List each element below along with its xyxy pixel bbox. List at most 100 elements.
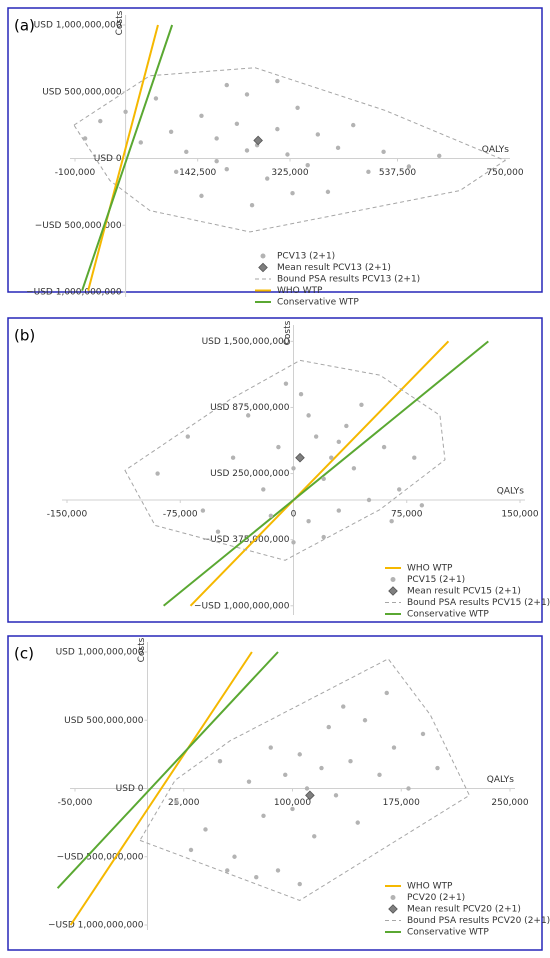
scatter-point bbox=[225, 868, 230, 873]
x-tick-label: 750,000 bbox=[486, 168, 523, 178]
scatter-point bbox=[366, 169, 371, 175]
scatter-point bbox=[155, 471, 160, 476]
scatter-point bbox=[297, 752, 302, 757]
wtp-line bbox=[69, 651, 253, 926]
scatter-point bbox=[268, 513, 274, 519]
wtp-line bbox=[87, 24, 159, 291]
scatter-point bbox=[298, 392, 304, 397]
scatter-point bbox=[291, 466, 296, 471]
scatter-point bbox=[275, 868, 281, 873]
panel-label: (b) bbox=[14, 327, 35, 345]
scatter-point bbox=[351, 122, 356, 128]
scatter-point bbox=[168, 129, 174, 134]
x-tick-label: 0 bbox=[291, 510, 297, 520]
y-tick-label: −USD 375,000,000 bbox=[203, 535, 290, 545]
scatter-point bbox=[173, 169, 179, 175]
y-tick-label: −USD 500,000,000 bbox=[57, 852, 144, 862]
scatter-point bbox=[389, 518, 394, 524]
scatter-point bbox=[153, 96, 159, 101]
panel-label: (c) bbox=[14, 645, 34, 663]
scatter-point bbox=[285, 152, 290, 157]
legend-label: PCV13 (2+1) bbox=[277, 252, 335, 262]
legend-label: WHO WTP bbox=[277, 286, 323, 296]
scatter-point bbox=[351, 466, 357, 471]
scatter-point bbox=[297, 881, 302, 887]
wtp-line bbox=[81, 24, 174, 291]
scatter-point bbox=[419, 503, 425, 508]
scatter-point bbox=[261, 813, 266, 818]
scatter-point bbox=[234, 121, 240, 126]
scatter-point bbox=[230, 455, 236, 460]
x-tick-label: 100,000 bbox=[274, 798, 311, 808]
wtp-line bbox=[189, 340, 450, 607]
scatter-point bbox=[348, 759, 353, 764]
scatter-point bbox=[138, 140, 143, 145]
scatter-point bbox=[261, 487, 266, 492]
x-axis-label: QALYs bbox=[497, 487, 525, 497]
scatter-point bbox=[336, 439, 341, 445]
scatter-point bbox=[82, 136, 88, 141]
scatter-point bbox=[366, 497, 372, 503]
scatter-point bbox=[304, 786, 310, 791]
scatter-point bbox=[341, 704, 346, 709]
scatter-point bbox=[174, 799, 179, 805]
y-tick-label: USD 1,000,000,000 bbox=[34, 21, 122, 31]
scatter-point bbox=[325, 189, 331, 195]
y-tick-label: USD 875,000,000 bbox=[210, 403, 290, 413]
panel: (c) Costs QALYs USD 1,000,000,000 USD 500,00… bbox=[7, 635, 550, 951]
scatter-point bbox=[406, 164, 412, 169]
scatter-point bbox=[214, 158, 219, 164]
panel-label: (a) bbox=[14, 17, 35, 35]
scatter-point bbox=[435, 765, 440, 771]
legend-label: PCV15 (2+1) bbox=[407, 575, 465, 585]
legend-label: Bound PSA results PCV20 (2+1) bbox=[407, 916, 550, 926]
scatter-point bbox=[377, 772, 382, 778]
scatter-point bbox=[246, 413, 251, 418]
legend-label: Bound PSA results PCV13 (2+1) bbox=[277, 275, 420, 285]
x-tick-label: -75,000 bbox=[163, 510, 198, 520]
scatter-point bbox=[224, 166, 229, 172]
scatter-point bbox=[335, 145, 341, 151]
scatter-point bbox=[344, 423, 349, 429]
scatter-point bbox=[290, 806, 295, 812]
x-tick-label: 537,500 bbox=[379, 168, 416, 178]
x-tick-label: -100,000 bbox=[55, 168, 96, 178]
y-tick-label: USD 0 bbox=[116, 784, 144, 794]
mean-point bbox=[295, 452, 305, 463]
x-tick-label: -50,000 bbox=[58, 798, 93, 808]
scatter-point bbox=[412, 455, 417, 460]
legend-label: Conservative WTP bbox=[407, 928, 489, 938]
y-tick-label: USD 1,500,000,000 bbox=[202, 337, 290, 347]
scatter-point bbox=[381, 444, 387, 450]
x-tick-label: 250,000 bbox=[491, 798, 528, 808]
scatter-point bbox=[321, 534, 326, 540]
mean-point bbox=[305, 790, 315, 801]
bound-polygon bbox=[124, 359, 446, 561]
y-tick-label: −USD 1,000,000,000 bbox=[194, 601, 290, 611]
legend-swatch bbox=[260, 253, 266, 259]
scatter-point bbox=[98, 118, 103, 124]
y-tick-label: −USD 1,000,000,000 bbox=[48, 921, 144, 931]
y-tick-label: USD 1,000,000,000 bbox=[56, 648, 144, 658]
y-tick-label: USD 500,000,000 bbox=[64, 716, 144, 726]
scatter-point bbox=[265, 176, 270, 181]
legend-swatch bbox=[388, 904, 398, 914]
scatter-point bbox=[188, 847, 194, 853]
scatter-point bbox=[200, 508, 206, 513]
scatter-point bbox=[359, 402, 364, 408]
scatter-point bbox=[329, 455, 334, 460]
x-tick-label: 150,000 bbox=[501, 510, 538, 520]
scatter-point bbox=[306, 413, 311, 418]
y-axis-label: Costs bbox=[115, 10, 125, 35]
scatter-point bbox=[275, 126, 280, 132]
y-axis-label: Costs bbox=[137, 637, 147, 662]
scatter-point bbox=[336, 508, 341, 513]
scatter-point bbox=[305, 162, 310, 168]
bound-polygon bbox=[139, 658, 471, 901]
y-tick-label: USD 500,000,000 bbox=[42, 87, 122, 97]
scatter-point bbox=[217, 759, 223, 764]
scatter-point bbox=[214, 136, 219, 141]
y-tick-label: USD 250,000,000 bbox=[210, 469, 290, 479]
scatter-point bbox=[291, 540, 296, 545]
